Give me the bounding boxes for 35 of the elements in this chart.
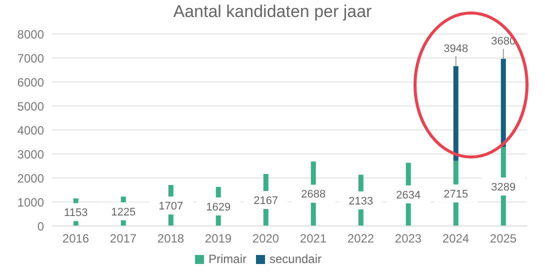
data-label: 2688 — [301, 188, 326, 201]
data-label: 2167 — [254, 194, 278, 207]
data-label: 1707 — [158, 200, 184, 213]
legend-label: secundair — [269, 252, 322, 266]
x-tick-label: 2020 — [252, 232, 280, 246]
x-tick-label: 2022 — [347, 232, 374, 246]
chart-title: Aantal kandidaten per jaar — [172, 2, 373, 22]
x-tick-label: 2023 — [394, 232, 422, 246]
bar — [500, 58, 506, 148]
x-tick-label: 2016 — [62, 232, 90, 246]
bar — [453, 66, 458, 161]
x-tick-label: 2017 — [110, 232, 137, 246]
data-label: 2715 — [444, 188, 468, 200]
x-tick-label: 2018 — [157, 232, 184, 246]
x-tick-label: 2021 — [300, 232, 327, 246]
y-tick-label: 8000 — [17, 27, 44, 42]
y-tick-label: 5000 — [17, 99, 44, 114]
y-tick-label: 4000 — [17, 123, 44, 138]
data-label: 3289 — [491, 182, 516, 194]
data-label: 2634 — [396, 189, 421, 202]
x-tick-label: 2024 — [442, 232, 470, 246]
y-tick-label: 1000 — [17, 195, 44, 210]
y-tick-label: 6000 — [17, 75, 44, 90]
x-tick-label: 2025 — [490, 232, 517, 246]
y-tick-label: 3000 — [17, 147, 44, 162]
data-label: 3948 — [444, 43, 468, 56]
data-label: 1629 — [206, 201, 231, 214]
y-tick-label: 7000 — [17, 51, 44, 66]
data-label: 1153 — [64, 207, 88, 220]
data-label: 1225 — [111, 206, 136, 218]
x-tick-label: 2019 — [204, 232, 232, 246]
data-label: 2133 — [348, 195, 374, 208]
legend-label: Primair — [208, 252, 246, 266]
y-tick-label: 0 — [37, 219, 44, 234]
y-tick-label: 2000 — [17, 171, 44, 186]
